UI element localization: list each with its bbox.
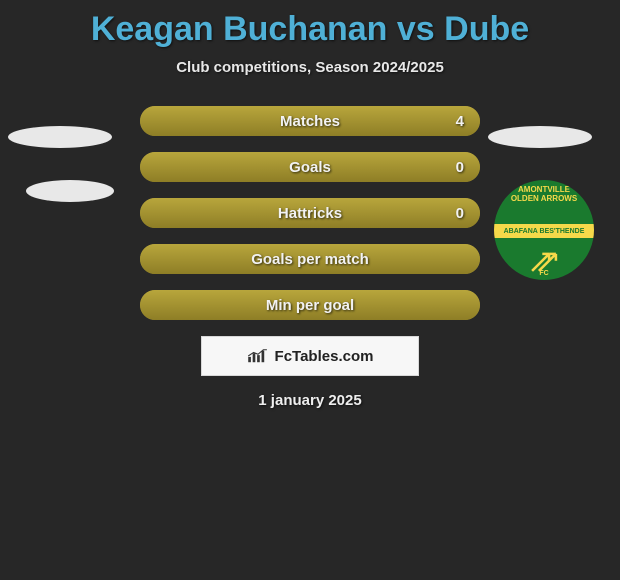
attribution-text: FcTables.com — [275, 348, 374, 365]
badge-fc: FC — [494, 270, 594, 277]
left-ellipse-2 — [26, 180, 114, 202]
bar-value: 0 — [456, 152, 464, 182]
bar-label: Matches — [140, 106, 480, 136]
badge-bottom: FC — [494, 238, 594, 280]
right-ellipse — [488, 126, 592, 148]
badge-top: AMONTVILLE OLDEN ARROWS — [494, 180, 594, 224]
badge-band: ABAFANA BES'THENDE — [494, 224, 594, 238]
stat-bar: Goals0 — [140, 152, 480, 182]
bar-label: Min per goal — [140, 290, 480, 320]
left-ellipse-1 — [8, 126, 112, 148]
stat-bar: Goals per match — [140, 244, 480, 274]
stat-bar: Hattricks0 — [140, 198, 480, 228]
bar-label: Goals — [140, 152, 480, 182]
stat-bar: Min per goal — [140, 290, 480, 320]
comparison-bars: Matches4Goals0Hattricks0Goals per matchM… — [140, 106, 480, 320]
snapshot-date: 1 january 2025 — [0, 392, 620, 409]
bar-chart-icon — [247, 348, 269, 364]
page-title: Keagan Buchanan vs Dube — [0, 0, 620, 49]
badge-text-line2: OLDEN ARROWS — [511, 194, 577, 203]
stat-bar: Matches4 — [140, 106, 480, 136]
attribution-box: FcTables.com — [201, 336, 419, 376]
bar-value: 0 — [456, 198, 464, 228]
bar-value: 4 — [456, 106, 464, 136]
team-badge: AMONTVILLE OLDEN ARROWS ABAFANA BES'THEN… — [494, 180, 594, 280]
badge-text-line1: AMONTVILLE — [518, 185, 570, 194]
page-subtitle: Club competitions, Season 2024/2025 — [0, 59, 620, 76]
bar-label: Goals per match — [140, 244, 480, 274]
bar-label: Hattricks — [140, 198, 480, 228]
